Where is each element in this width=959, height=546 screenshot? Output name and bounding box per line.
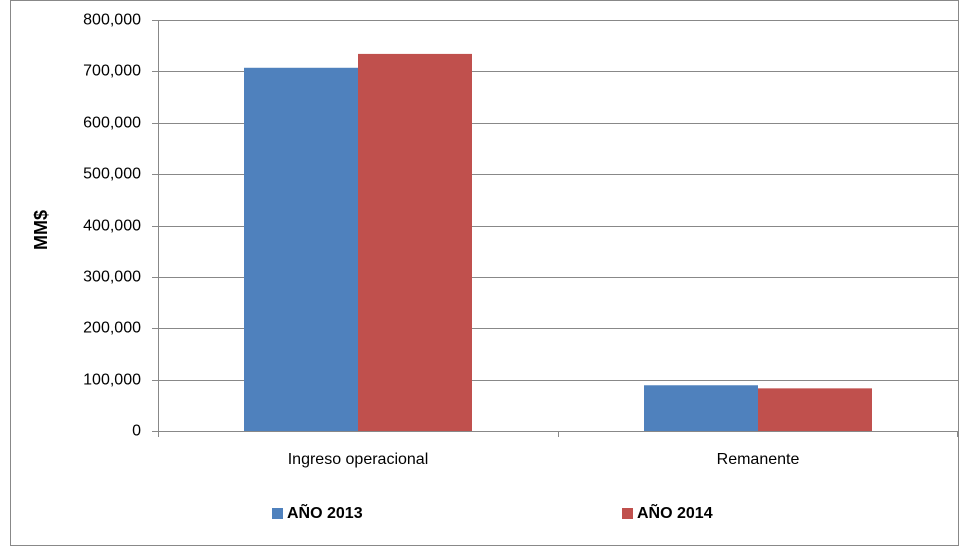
x-tick-label: Remanente [717,451,800,468]
y-tick-label: 100,000 [83,372,141,389]
bar [244,67,358,431]
bar [644,385,758,431]
legend-swatch [272,508,283,519]
legend-label: AÑO 2013 [287,502,363,522]
bar [358,53,472,431]
y-axis-label: MM$ [31,210,51,250]
chart-border [10,0,959,546]
bar [758,388,872,431]
y-tick-label: 0 [132,423,141,440]
legend-label: AÑO 2014 [637,502,713,522]
legend-swatch [622,508,633,519]
y-tick-label: 300,000 [83,269,141,286]
y-tick-label: 600,000 [83,115,141,132]
y-tick-label: 400,000 [83,218,141,235]
x-tick-label: Ingreso operacional [288,451,429,468]
y-tick-label: 800,000 [83,12,141,29]
y-tick-label: 500,000 [83,166,141,183]
y-tick-label: 200,000 [83,320,141,337]
y-tick-label: 700,000 [83,63,141,80]
